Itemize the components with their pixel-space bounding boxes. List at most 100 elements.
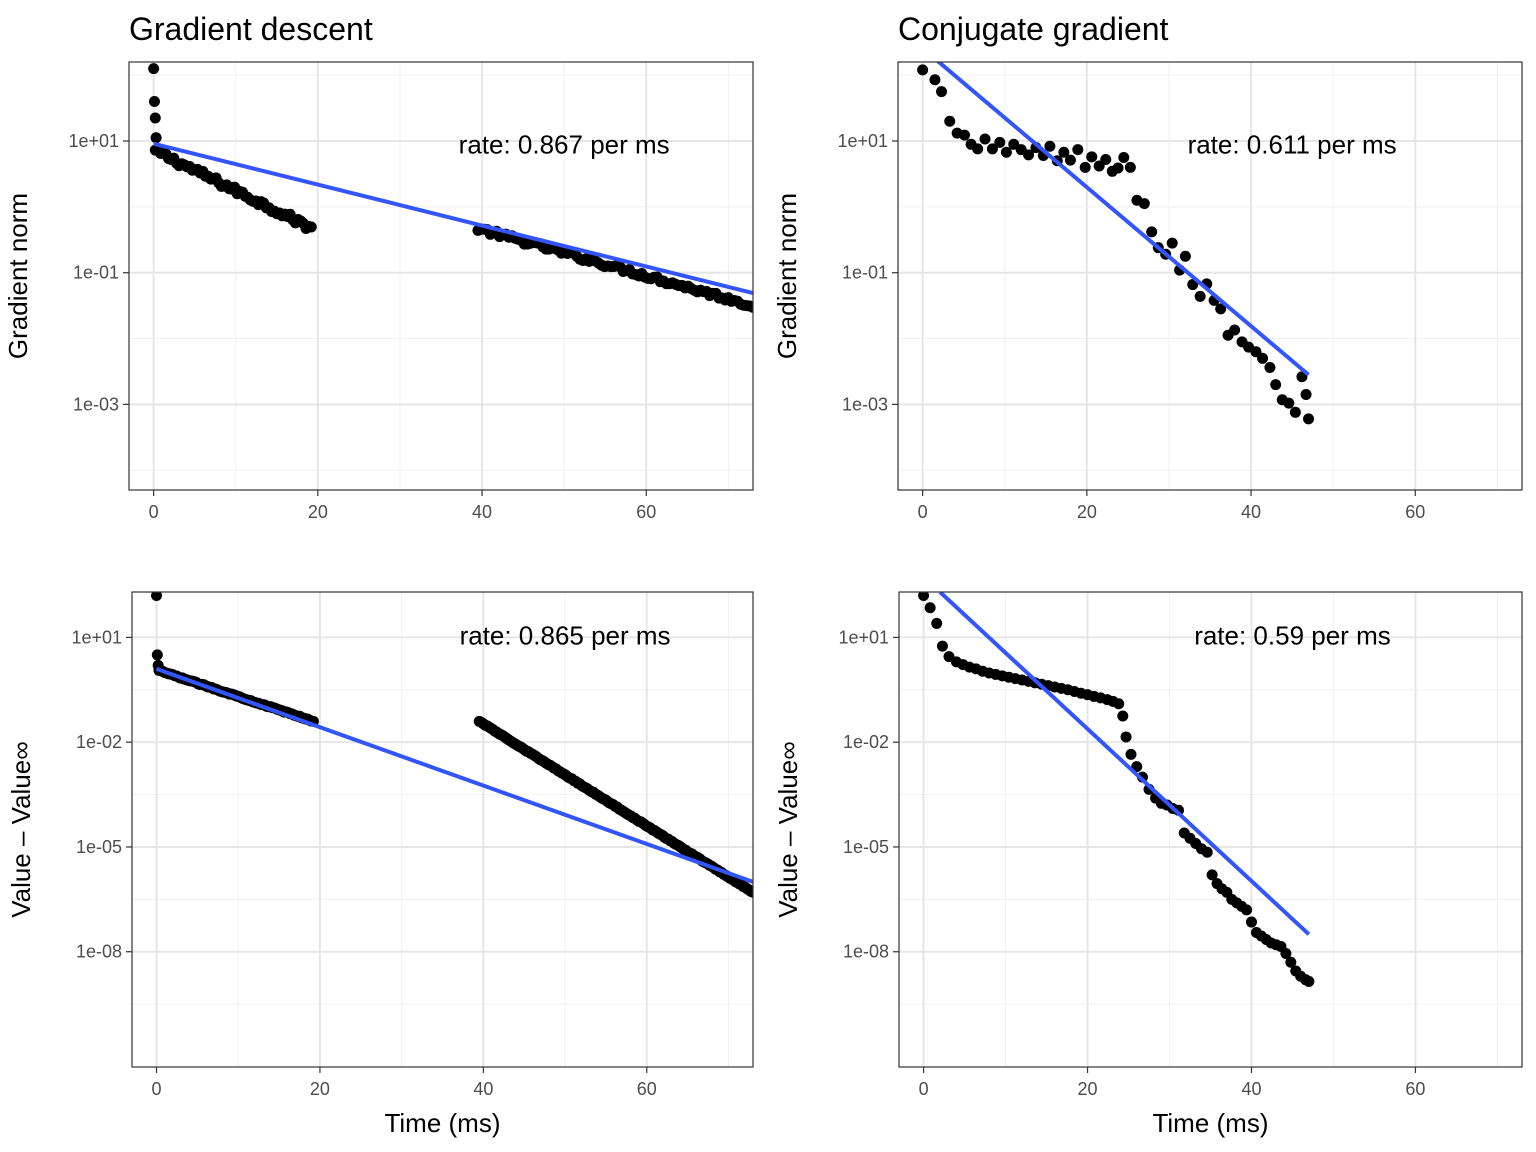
x-tick-label: 0 bbox=[919, 1079, 929, 1099]
data-point bbox=[305, 221, 317, 233]
y-tick-label: 1e-08 bbox=[76, 942, 122, 962]
data-point bbox=[1187, 279, 1199, 291]
data-point bbox=[151, 649, 163, 661]
data-point bbox=[986, 143, 998, 155]
data-point bbox=[1120, 731, 1132, 743]
data-point bbox=[747, 886, 753, 898]
data-point bbox=[1000, 146, 1012, 158]
data-point bbox=[1112, 162, 1124, 174]
data-point bbox=[1113, 698, 1125, 710]
data-point bbox=[1086, 151, 1098, 163]
panel-frame bbox=[128, 61, 754, 491]
y-axis-label: Gradient norm bbox=[3, 193, 33, 359]
data-point bbox=[1194, 290, 1206, 302]
x-tick-label: 20 bbox=[308, 502, 328, 522]
data-point bbox=[1257, 352, 1269, 364]
x-tick-label: 40 bbox=[473, 1079, 493, 1099]
data-point bbox=[1179, 250, 1191, 262]
x-tick-label: 0 bbox=[152, 1079, 162, 1099]
panel-frame bbox=[131, 591, 754, 1068]
x-tick-label: 20 bbox=[1077, 502, 1097, 522]
rate-annotation: rate: 0.59 per ms bbox=[1194, 621, 1391, 651]
x-tick-label: 60 bbox=[1405, 1079, 1425, 1099]
data-points bbox=[148, 63, 753, 313]
data-point bbox=[1245, 916, 1257, 928]
x-tick-label: 60 bbox=[637, 1079, 657, 1099]
data-point bbox=[1201, 846, 1213, 858]
data-point bbox=[929, 74, 941, 86]
data-point bbox=[1124, 161, 1136, 173]
data-point bbox=[1270, 379, 1282, 391]
data-point bbox=[994, 136, 1006, 148]
data-point bbox=[1138, 198, 1150, 210]
data-point bbox=[1229, 324, 1241, 336]
data-point bbox=[1300, 389, 1312, 401]
x-tick-label: 60 bbox=[1405, 502, 1425, 522]
data-points bbox=[151, 592, 753, 898]
data-point bbox=[1303, 413, 1315, 425]
data-point bbox=[1303, 975, 1315, 987]
data-point bbox=[924, 602, 936, 614]
y-tick-label: 1e-03 bbox=[842, 394, 888, 414]
x-tick-label: 60 bbox=[636, 502, 656, 522]
y-tick-label: 1e+01 bbox=[837, 131, 888, 151]
x-tick-label: 40 bbox=[472, 502, 492, 522]
data-point bbox=[1044, 140, 1056, 152]
data-point bbox=[1125, 748, 1137, 760]
data-point bbox=[1117, 710, 1129, 722]
data-point bbox=[1118, 151, 1130, 163]
fit-line bbox=[938, 592, 1311, 936]
fit-line bbox=[155, 666, 753, 884]
data-point bbox=[149, 112, 161, 124]
data-point bbox=[1072, 144, 1084, 156]
panel-frame bbox=[898, 591, 1523, 1068]
data-point bbox=[944, 115, 956, 127]
panel-conjugate-gradient-gradient-norm: 0 20 40 60 1e+01 1e-01 1e-03 rate: 0.611 per ms… bbox=[772, 11, 1523, 522]
y-axis-label: Value – Value∞ bbox=[6, 741, 36, 918]
y-tick-label: 1e-05 bbox=[76, 837, 122, 857]
y-axis-label: Gradient norm bbox=[772, 193, 802, 359]
data-point bbox=[1206, 869, 1218, 881]
y-tick-label: 1e+01 bbox=[68, 131, 119, 151]
rate-annotation: rate: 0.865 per ms bbox=[460, 621, 671, 651]
data-points bbox=[917, 64, 1315, 425]
data-point bbox=[150, 132, 162, 144]
y-tick-label: 1e-01 bbox=[73, 263, 119, 283]
panel-gradient-descent-gradient-norm: 0 20 40 60 1e+01 1e-01 1e-03 rate: 0.867 per ms… bbox=[3, 11, 754, 522]
y-axis-label: Value – Value∞ bbox=[773, 741, 803, 918]
x-tick-label: 40 bbox=[1241, 1079, 1261, 1099]
data-point bbox=[1285, 956, 1297, 968]
data-point bbox=[972, 143, 984, 155]
data-point bbox=[979, 133, 991, 145]
data-point bbox=[1215, 303, 1227, 315]
data-point bbox=[1100, 153, 1112, 165]
x-tick-label: 20 bbox=[310, 1079, 330, 1099]
y-tick-label: 1e+01 bbox=[838, 627, 889, 647]
data-point bbox=[1166, 237, 1178, 249]
x-tick-label: 0 bbox=[918, 502, 928, 522]
data-point bbox=[1058, 146, 1070, 158]
data-point bbox=[148, 96, 160, 108]
y-tick-label: 1e-03 bbox=[73, 394, 119, 414]
data-point bbox=[1079, 161, 1091, 173]
y-tick-label: 1e-08 bbox=[843, 942, 889, 962]
data-point bbox=[1023, 149, 1035, 161]
panel-frame bbox=[897, 61, 1523, 491]
x-axis-label: Time (ms) bbox=[384, 1108, 500, 1138]
data-point bbox=[151, 592, 163, 601]
data-point bbox=[936, 640, 948, 652]
y-tick-label: 1e+01 bbox=[71, 627, 122, 647]
panel-title: Conjugate gradient bbox=[898, 11, 1169, 47]
panel-conjugate-gradient-value: 0 20 40 60 1e+01 1e-02 1e-05 1e-08 rate: 0.59 pe… bbox=[773, 591, 1523, 1138]
data-point bbox=[1241, 904, 1253, 916]
data-point bbox=[148, 63, 160, 75]
x-axis-label: Time (ms) bbox=[1152, 1108, 1268, 1138]
y-tick-label: 1e-05 bbox=[843, 837, 889, 857]
data-point bbox=[931, 617, 943, 629]
fit-line bbox=[935, 62, 1310, 377]
data-point bbox=[917, 64, 929, 76]
data-point bbox=[1264, 362, 1276, 374]
data-point bbox=[747, 301, 753, 313]
data-point bbox=[1280, 947, 1292, 959]
